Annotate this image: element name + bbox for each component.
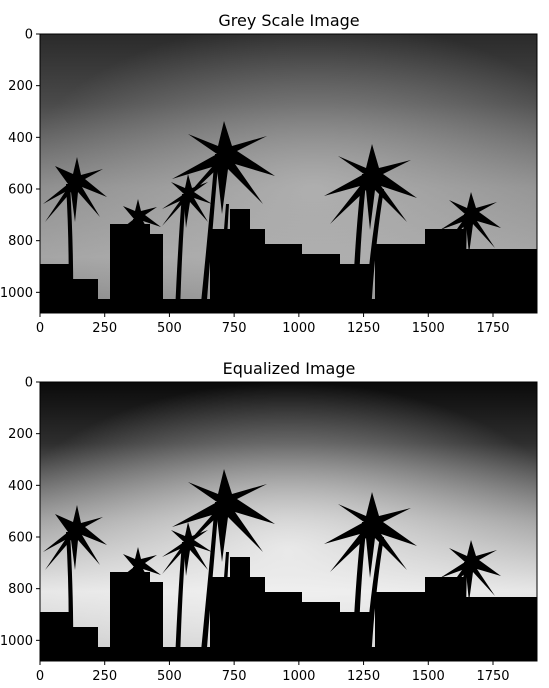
x-tick-label: 500 (157, 669, 182, 684)
y-tick-label: 600 (8, 531, 33, 546)
y-tick-label: 0 (25, 28, 33, 43)
y-tick-label: 400 (8, 131, 33, 146)
x-tick-label: 1500 (412, 321, 445, 336)
x-tick-label: 0 (36, 321, 44, 336)
y-tick-label: 400 (8, 479, 33, 494)
x-tick-label: 1000 (282, 321, 315, 336)
equalized-title: Equalized Image (223, 359, 356, 378)
x-tick-label: 1750 (476, 669, 509, 684)
y-tick-label: 200 (8, 427, 33, 442)
x-tick-label: 250 (92, 669, 117, 684)
x-tick-label: 1750 (476, 321, 509, 336)
grey-image (39, 33, 538, 314)
x-tick-label: 750 (222, 321, 247, 336)
y-tick-label: 800 (8, 234, 33, 249)
x-tick-label: 0 (36, 669, 44, 684)
x-tick-label: 1500 (412, 669, 445, 684)
x-tick-label: 1250 (347, 669, 380, 684)
x-tick-label: 750 (222, 669, 247, 684)
y-tick-label: 200 (8, 79, 33, 94)
y-tick-label: 0 (25, 376, 33, 391)
equalized-image (39, 381, 538, 662)
grey-axes: 0 250 500 750 1000 1250 1500 1750 0 200 400 600 800 1… (0, 28, 510, 337)
x-tick-label: 500 (157, 321, 182, 336)
y-tick-label: 1000 (0, 286, 33, 301)
x-tick-label: 1250 (347, 321, 380, 336)
x-tick-label: 1000 (282, 669, 315, 684)
y-tick-label: 600 (8, 183, 33, 198)
y-tick-label: 1000 (0, 634, 33, 649)
y-tick-label: 800 (8, 582, 33, 597)
subplot-equalized: Equalized Image 0 250 500 750 1000 1250 1500 17… (0, 359, 538, 685)
x-tick-label: 250 (92, 321, 117, 336)
subplot-grey: Grey Scale Image 0 250 500 750 1000 1250 1500 1… (0, 11, 538, 337)
equalized-axes: 0 250 500 750 1000 1250 1500 1750 0 200 400 600 800 1… (0, 376, 510, 685)
grey-title: Grey Scale Image (218, 11, 359, 30)
